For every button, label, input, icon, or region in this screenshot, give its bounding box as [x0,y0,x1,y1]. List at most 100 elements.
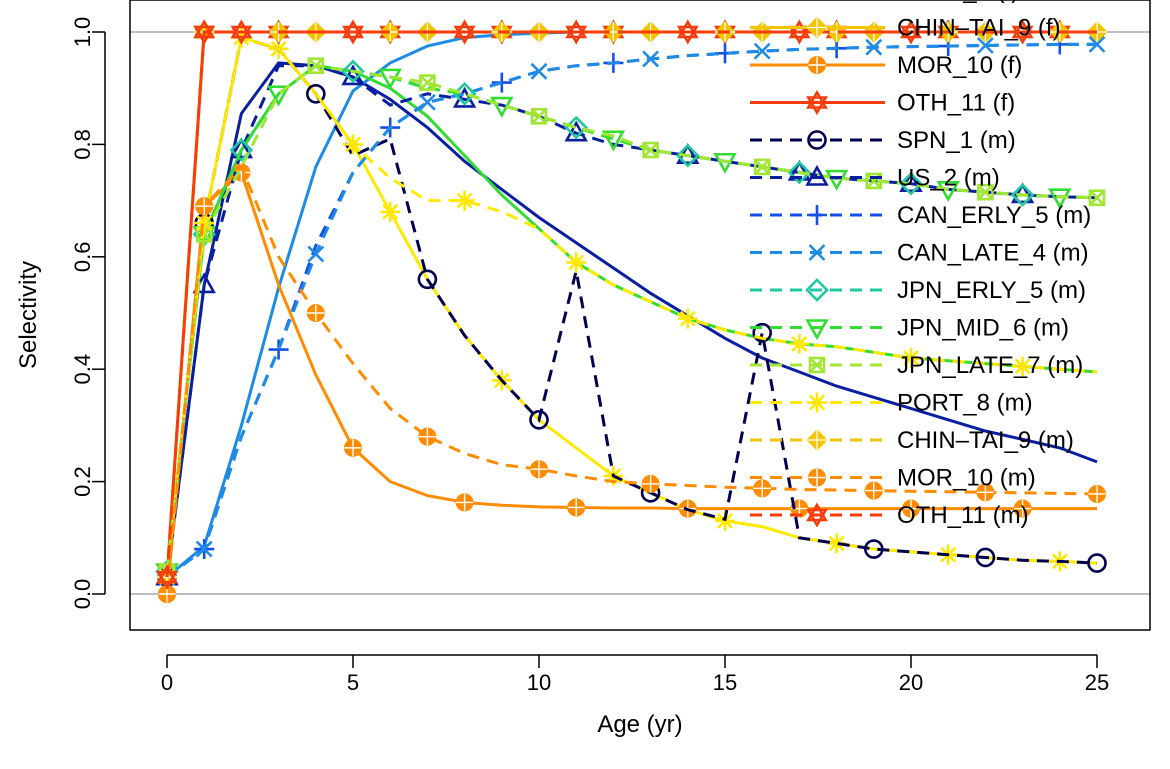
marker-diamond-cross [807,430,827,450]
marker-square-cross [307,57,324,74]
marker-square-cross [865,172,883,190]
legend-label: JPN_ERLY_5 (m) [897,277,1086,304]
marker-diamond-open [899,171,923,196]
legend-item: CHIN–TAI_9 (m) [750,427,1074,454]
y-tick-label: 0.6 [70,242,95,273]
marker-circle-plus-cross [808,469,826,486]
y-axis: 0.0 0.2 0.4 0.6 0.8 1.0 [70,17,106,610]
legend-label: CAN_ERLY_5 (m) [897,202,1091,229]
legend-label: CAN_LATE_4 (m) [897,240,1089,267]
marker-asterisk [454,190,475,211]
marker-square-cross [307,57,325,75]
x-tick-label: 20 [899,670,923,695]
marker-square-cross [809,357,825,373]
marker-circle-plus-cross [530,460,548,478]
x-tick-label: 10 [527,670,551,695]
marker-asterisk [194,213,215,234]
marker-star6 [230,25,253,45]
marker-star6 [900,25,922,45]
marker-star6 [565,25,588,45]
marker-circle-plus-cross [902,500,920,518]
legend-item: OTH_11 (f) [750,90,1015,117]
legend-label: OTH_11 (m) [897,502,1029,529]
marker-asterisk [807,392,827,413]
legend-item: SPN_1 (m) [750,127,1016,154]
marker-asterisk [566,252,587,273]
legend-item: MOR_10 (f) [750,52,1022,79]
marker-star6 [193,25,216,45]
plot-frame [129,0,1151,631]
legend: PORT_8 (f) CHIN–TAI_9 (f) MOR_10 (f) OTH_11… [750,0,1091,529]
marker-asterisk [343,134,363,155]
marker-circle-plus-cross [418,428,436,446]
marker-asterisk [789,333,810,354]
marker-star6 [193,19,216,39]
marker-triangle [805,164,829,186]
marker-circle [417,269,438,290]
marker-asterisk [826,533,847,554]
legend-label: CHIN–TAI_9 (f) [897,15,1061,42]
legend-item: CHIN–TAI_9 (f) [750,15,1061,42]
marker-cross [976,37,994,54]
legend-label: PORT_8 (f) [897,0,1019,4]
legend-item: JPN_ERLY_5 (m) [750,277,1086,304]
legend-label: OTH_11 (f) [897,90,1015,117]
marker-star6 [230,19,253,39]
legend-label: MOR_10 (f) [897,52,1022,79]
legend-item: JPN_MID_6 (m) [750,315,1069,342]
x-tick-label: 5 [347,670,359,695]
series-line [165,35,1098,578]
marker-cross [195,540,213,558]
x-tick-label: 25 [1085,670,1109,695]
marker-square-cross [753,158,771,176]
series-line [165,164,1098,595]
marker-square-cross [1088,189,1106,207]
marker-square-cross [530,108,548,125]
marker-diamond-open [341,59,365,84]
marker-cross [307,245,325,263]
y-tick-label: 0.4 [70,354,95,385]
marker-triangle-down [601,130,626,152]
marker-diamond-open [1010,183,1035,207]
marker-star6 [342,19,364,39]
marker-diamond-open [787,160,812,185]
marker-asterisk [901,347,921,368]
marker-star6 [676,25,699,45]
legend-item: US_2 (m) [750,165,1000,192]
legend-label: PORT_8 (m) [897,390,1033,417]
marker-circle [975,547,996,568]
marker-cross [865,38,883,56]
marker-star6 [806,508,828,528]
marker-circle-plus-cross [753,479,771,497]
marker-star6 [806,96,828,116]
marker-star6 [676,19,699,39]
legend-label: CHIN–TAI_9 (m) [897,427,1074,454]
marker-diamond-cross [807,17,827,38]
marker-asterisk [1012,356,1033,377]
marker-triangle-down [805,319,829,341]
legend-label: US_2 (m) [897,165,1000,192]
marker-cross [530,62,548,80]
marker-circle [1087,553,1107,573]
y-tick-label: 0.2 [70,466,95,497]
marker-square-cross [977,183,994,201]
marker-asterisk [715,510,735,531]
marker-circle [305,84,326,104]
series-13 [158,164,1106,603]
marker-diamond-open [675,143,700,168]
legend-label: JPN_MID_6 (m) [897,315,1069,342]
series-line [165,169,1097,595]
y-tick-label: 0.0 [70,579,95,610]
marker-square-cross [642,141,659,159]
marker-star6 [788,19,811,39]
series-line [165,30,1097,578]
marker-triangle-down [266,85,291,107]
marker-star6 [1011,25,1034,45]
marker-star6 [453,25,476,45]
marker-star6 [453,19,476,39]
series-7 [158,35,1106,586]
marker-plus [268,339,289,360]
legend-item: CAN_ERLY_5 (m) [750,202,1091,229]
x-tick-label: 15 [713,670,737,695]
